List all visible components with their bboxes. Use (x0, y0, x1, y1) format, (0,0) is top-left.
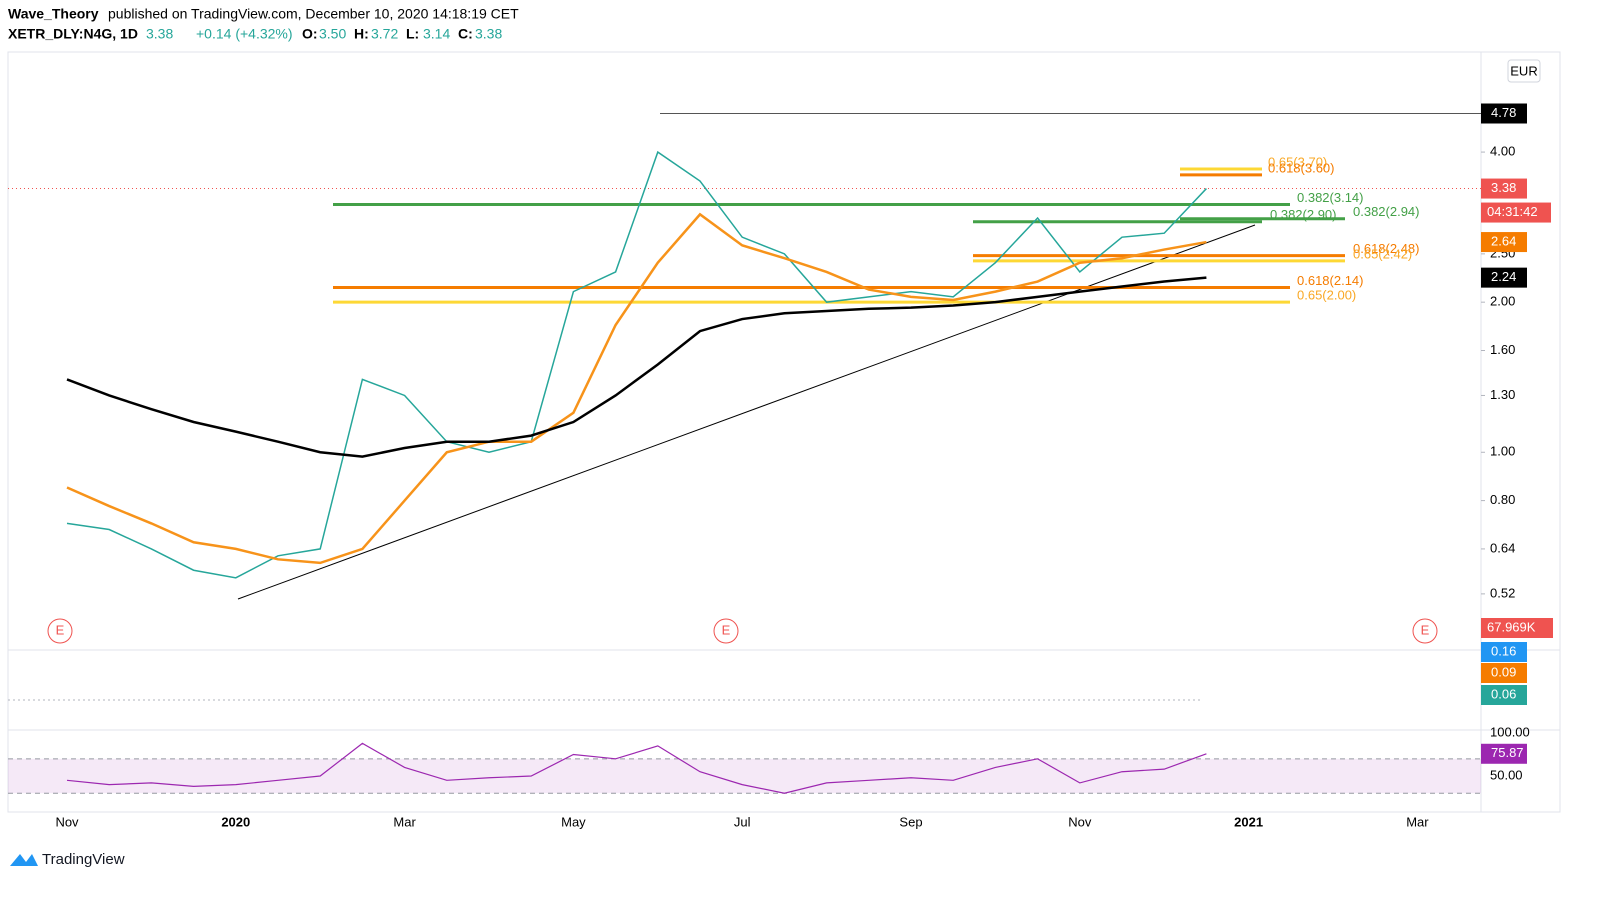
y-tick-label: 0.64 (1490, 540, 1515, 555)
ohlc-key: O: (302, 26, 318, 42)
y-tick-label: 2.00 (1490, 294, 1515, 309)
y-tick-label: 1.00 (1490, 444, 1515, 459)
earnings-label: E (56, 622, 65, 637)
y-tick-label: 4.00 (1490, 144, 1515, 159)
ohlc-value: 3.50 (319, 26, 346, 42)
ohlc-key: L: (406, 26, 419, 42)
volume-label: 67.969K (1487, 619, 1536, 634)
footer: TradingView (42, 851, 125, 868)
currency: EUR (1510, 63, 1537, 78)
price-label: 3.38 (1491, 180, 1516, 195)
fib-label: 0.65(2.00) (1297, 288, 1356, 303)
earnings-label: E (722, 622, 731, 637)
price-box (1481, 103, 1527, 124)
y-tick-label: 1.60 (1490, 342, 1515, 357)
macd-label: 0.09 (1491, 664, 1516, 679)
x-tick-label: Nov (55, 814, 79, 829)
fib-label: 0.618(2.14) (1297, 273, 1364, 288)
series-line (66, 212, 1207, 565)
rsi-last: 75.87 (1491, 745, 1524, 760)
fib-label: 0.382(2.94) (1353, 204, 1420, 219)
fib-label: 0.618(3.60) (1268, 160, 1335, 175)
price-box (1481, 267, 1527, 288)
x-tick-label: Mar (393, 814, 416, 829)
ohlc-value: 3.38 (475, 26, 502, 42)
x-tick-label: Jul (734, 814, 751, 829)
series-line (66, 150, 1207, 579)
change: +0.14 (+4.32%) (196, 26, 293, 42)
earnings-marker (713, 618, 739, 644)
y-tick-label: 0.80 (1490, 492, 1515, 507)
macd-label: 0.16 (1491, 643, 1516, 658)
price-label: 4.78 (1491, 105, 1516, 120)
published: published on TradingView.com, December 1… (108, 6, 519, 22)
ohlc-key: C: (458, 26, 473, 42)
ohlc-key: H: (354, 26, 369, 42)
macd-box (1481, 685, 1527, 705)
x-tick-label: 2021 (1234, 814, 1263, 829)
frame (7, 51, 1561, 813)
earnings-marker (1412, 618, 1438, 644)
fib-label: 0.618(2.48) (1353, 241, 1420, 256)
fib-label: 0.382(3.14) (1297, 190, 1364, 205)
volume-box (1481, 618, 1553, 638)
rsi-tick-label: 50.00 (1490, 767, 1523, 782)
macd-label: 0.06 (1491, 686, 1516, 701)
macd-box (1481, 663, 1527, 683)
rsi-band (8, 758, 1481, 794)
price-box (1481, 232, 1527, 253)
price-label: 2.24 (1491, 269, 1516, 284)
x-tick-label: Nov (1068, 814, 1092, 829)
fib-label: 0.382(2.90) (1270, 207, 1337, 222)
y-tick-label: 1.30 (1490, 387, 1515, 402)
ohlc-value: 3.14 (423, 26, 450, 42)
countdown-box (1481, 202, 1551, 223)
rsi-line (66, 742, 1207, 794)
earnings-marker (47, 618, 73, 644)
x-tick-label: 2020 (221, 814, 250, 829)
logo (10, 854, 38, 866)
currency-box (1507, 59, 1541, 83)
rsi-box (1481, 743, 1527, 764)
price-label: 2.64 (1491, 233, 1516, 248)
series-line (66, 276, 1207, 458)
ohlc-value: 3.72 (371, 26, 398, 42)
trendline (237, 224, 1256, 600)
countdown: 04:31:42 (1487, 204, 1538, 219)
x-tick-label: Sep (899, 814, 922, 829)
x-tick-label: May (561, 814, 586, 829)
x-tick-label: Mar (1406, 814, 1429, 829)
price-box (1481, 178, 1527, 199)
y-tick-label: 0.52 (1490, 585, 1515, 600)
symbol: XETR_DLY:N4G, 1D (8, 26, 138, 42)
fib-label: 0.65(2.42) (1353, 246, 1412, 261)
earnings-label: E (1421, 622, 1430, 637)
last: 3.38 (146, 26, 173, 42)
publisher: Wave_Theory (8, 6, 99, 22)
fib-label: 0.65(3.70) (1268, 154, 1327, 169)
rsi-tick-label: 100.00 (1490, 724, 1530, 739)
macd-box (1481, 642, 1527, 662)
